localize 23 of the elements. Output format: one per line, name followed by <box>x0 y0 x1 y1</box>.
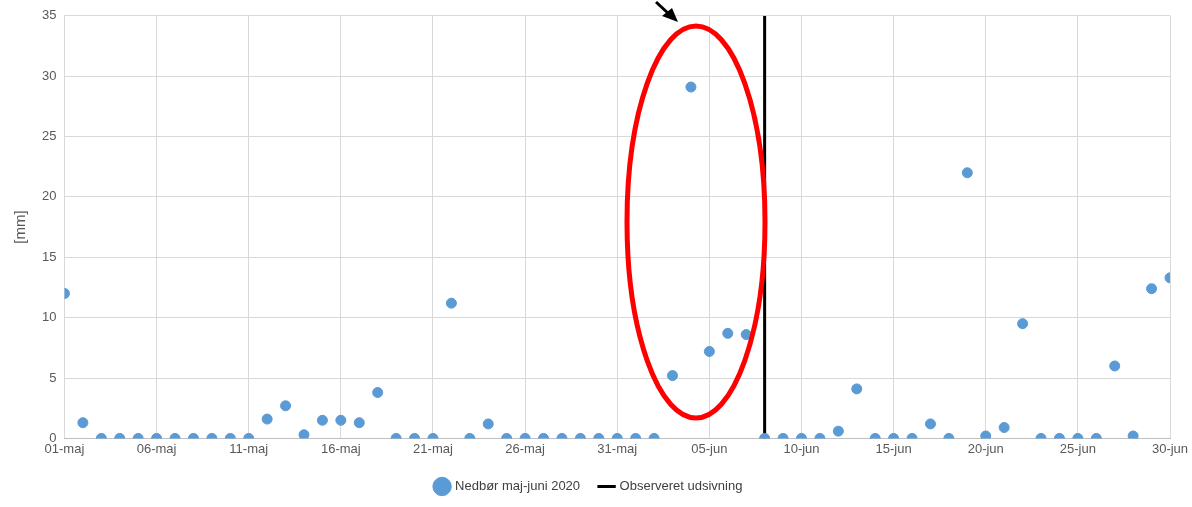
x-tick-label: 16-maj <box>320 440 361 456</box>
y-tick-label: 30 <box>41 67 57 83</box>
y-axis-title: [mm] <box>11 210 29 244</box>
x-tick-label: 10-jun <box>783 440 820 456</box>
x-tick-label: 05-jun <box>691 440 728 456</box>
y-tick-label: 10 <box>41 309 57 325</box>
y-tick-label: 0 <box>49 429 57 445</box>
y-tick-label: 15 <box>41 248 57 264</box>
y-tick-label: 35 <box>41 7 57 23</box>
legend-label: Nedbør maj-juni 2020 <box>455 478 581 494</box>
x-tick-label: 26-maj <box>505 440 546 456</box>
x-tick-label: 30-jun <box>1151 440 1189 456</box>
x-tick-label: 25-jun <box>1059 440 1096 456</box>
x-tick-label: 06-maj <box>136 440 177 456</box>
x-tick-label: 20-jun <box>967 440 1004 456</box>
y-tick-label: 5 <box>49 369 57 385</box>
x-tick-label: 15-jun <box>875 440 912 456</box>
x-tick-label: 31-maj <box>597 440 638 456</box>
y-tick-label: 20 <box>41 188 57 204</box>
legend-label: Observeret udsivning <box>619 478 743 494</box>
y-tick-label: 25 <box>41 128 57 144</box>
x-tick-label: 21-maj <box>413 440 453 456</box>
x-tick-label: 11-maj <box>229 440 269 456</box>
